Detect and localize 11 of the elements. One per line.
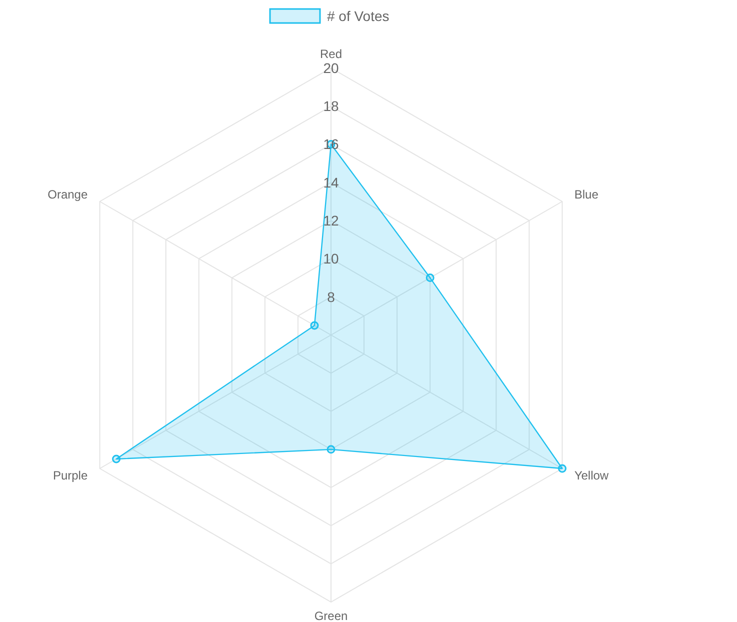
y-tick-label: 8 (327, 288, 336, 305)
spoke-label: Purple (52, 468, 88, 483)
spoke-label: Orange (48, 188, 88, 202)
spoke-label: Yellow (574, 468, 609, 483)
y-tick-label: 10 (323, 250, 339, 267)
spoke-label: Blue (574, 188, 599, 202)
y-tick-label: 20 (323, 60, 339, 76)
spoke-label: Green (314, 609, 348, 622)
y-tick-label: 18 (323, 98, 339, 114)
spoke-label: Red (320, 47, 342, 62)
legend-label: # of Votes (327, 8, 390, 24)
